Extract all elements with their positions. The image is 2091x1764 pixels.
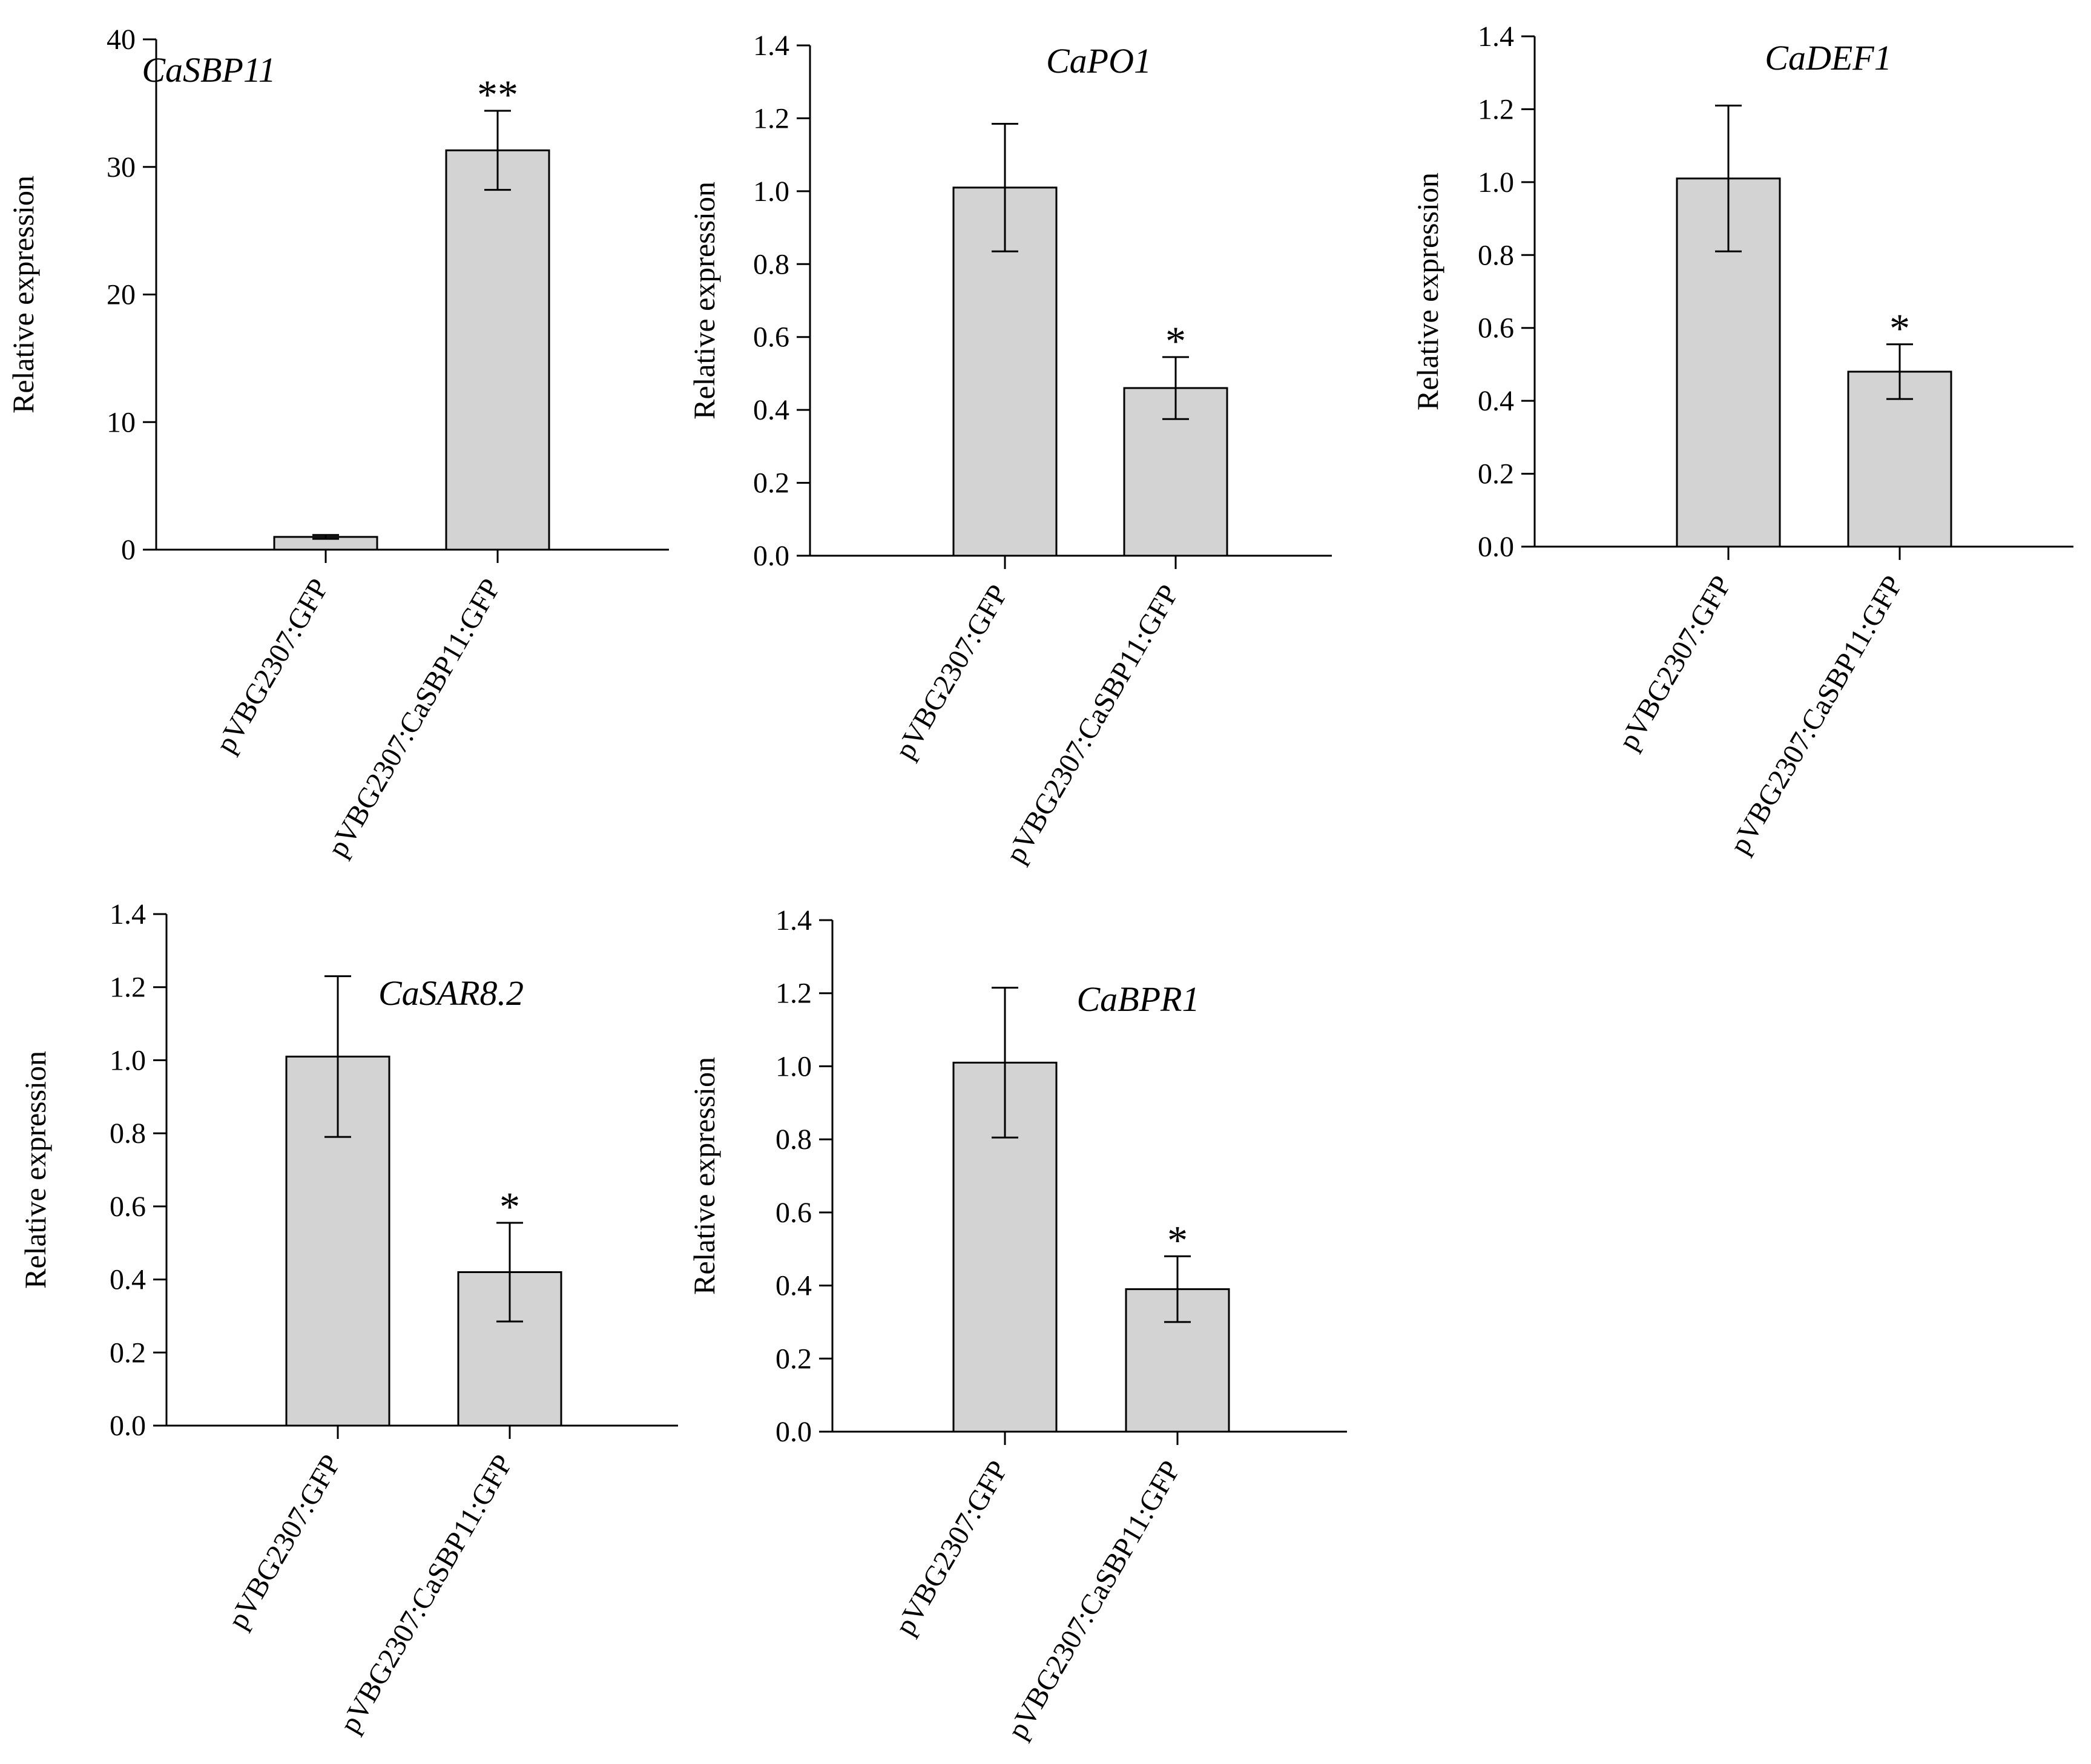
y-tick-label: 0.8 xyxy=(1478,239,1514,271)
bar-overexpression xyxy=(1847,370,1952,548)
bar-overexpression xyxy=(445,149,550,551)
gene-title: CaSBP11 xyxy=(142,50,275,90)
y-tick-label: 0.4 xyxy=(1478,385,1514,417)
gene-title: CaDEF1 xyxy=(1765,38,1891,77)
y-tick-label: 0.0 xyxy=(753,540,789,572)
y-axis-label: Relative expression xyxy=(1411,173,1444,410)
x-tick-label: pVBG2307:GFP xyxy=(222,1449,347,1634)
x-tick-label: pVBG2307:GFP xyxy=(1612,570,1737,755)
y-axis-label: Relative expression xyxy=(687,182,721,420)
y-tick-label: 1.4 xyxy=(110,898,146,930)
chart-panel-capo1: 0.0 0.2 0.4 0.6 0.8 1.0 1.2 1.4 Relative express… xyxy=(687,30,1332,869)
y-tick-label: 0.8 xyxy=(775,1124,812,1156)
gene-title: CaSAR8.2 xyxy=(378,973,524,1013)
y-axis-label: Relative expression xyxy=(18,1051,52,1289)
y-tick-label: 1.2 xyxy=(1478,93,1514,125)
y-tick-label: 0.6 xyxy=(1478,312,1514,344)
x-tick-label: pVBG2307:CaSBP11:GFP xyxy=(1001,1455,1187,1745)
y-tick-label: 1.0 xyxy=(775,1050,812,1082)
y-tick-label: 40 xyxy=(107,24,136,56)
y-tick-label: 1.0 xyxy=(753,176,789,208)
x-tick-label: pVBG2307:CaSBP11:GFP xyxy=(999,579,1185,869)
y-tick-label: 0.8 xyxy=(753,248,789,280)
y-tick-label: 1.2 xyxy=(110,972,146,1004)
y-tick-label: 0.2 xyxy=(110,1337,146,1369)
y-tick-label: 20 xyxy=(107,279,136,311)
y-tick-label: 0.2 xyxy=(753,467,789,499)
y-tick-label: 0.2 xyxy=(1478,458,1514,490)
y-tick-label: 0 xyxy=(121,534,136,566)
x-tick-label: pVBG2307:CaSBP11:GFP xyxy=(321,573,507,863)
y-tick-label: 0.4 xyxy=(775,1270,812,1302)
y-tick-label: 0.8 xyxy=(110,1117,146,1150)
y-tick-label: 1.2 xyxy=(775,978,812,1010)
x-tick-label: pVBG2307:CaSBP11:GFP xyxy=(1724,570,1909,860)
y-tick-label: 1.4 xyxy=(1478,21,1514,53)
y-tick-label: 1.4 xyxy=(753,30,789,62)
chart-panel-casar8-2: 0.0 0.2 0.4 0.6 0.8 1.0 1.2 1.4 Relative express… xyxy=(18,898,678,1739)
chart-panel-casbp11: 0 10 20 30 40 Relative expression CaSBP11 pVBG2… xyxy=(6,24,669,863)
y-tick-label: 1.2 xyxy=(753,102,789,134)
chart-panel-cabpr1: 0.0 0.2 0.4 0.6 0.8 1.0 1.2 1.4 Relative express… xyxy=(687,904,1347,1745)
y-axis-label: Relative expression xyxy=(687,1057,721,1295)
significance-marker: * xyxy=(1165,318,1186,364)
y-axis-label: Relative expression xyxy=(6,176,40,413)
y-tick-label: 0.2 xyxy=(775,1343,812,1375)
x-tick-label: pVBG2307:GFP xyxy=(889,1455,1014,1641)
y-tick-label: 0.6 xyxy=(753,321,789,354)
x-tick-label: pVBG2307:GFP xyxy=(889,579,1014,765)
y-tick-label: 1.0 xyxy=(1478,166,1514,199)
y-tick-label: 0.4 xyxy=(110,1264,146,1296)
x-tick-label: pVBG2307:CaSBP11:GFP xyxy=(334,1449,519,1739)
significance-marker: * xyxy=(499,1183,520,1229)
gene-title: CaBPR1 xyxy=(1077,979,1200,1019)
y-tick-label: 0.0 xyxy=(1478,531,1514,563)
y-tick-label: 30 xyxy=(107,151,136,183)
x-tick-label: pVBG2307:GFP xyxy=(209,573,335,759)
y-tick-label: 0.0 xyxy=(775,1416,812,1448)
y-tick-label: 10 xyxy=(107,406,136,438)
gene-title: CaPO1 xyxy=(1046,41,1151,81)
significance-marker: ** xyxy=(477,71,518,117)
y-tick-label: 0.6 xyxy=(110,1191,146,1223)
significance-marker: * xyxy=(1167,1217,1188,1263)
y-tick-label: 1.0 xyxy=(110,1044,146,1076)
y-tick-label: 0.6 xyxy=(775,1197,812,1229)
y-tick-label: 0.0 xyxy=(110,1410,146,1442)
significance-marker: * xyxy=(1889,305,1910,351)
y-tick-label: 0.4 xyxy=(753,394,789,426)
y-tick-label: 1.4 xyxy=(775,904,812,936)
chart-panel-cadef1: 0.0 0.2 0.4 0.6 0.8 1.0 1.2 1.4 Relative express… xyxy=(1411,21,2073,860)
